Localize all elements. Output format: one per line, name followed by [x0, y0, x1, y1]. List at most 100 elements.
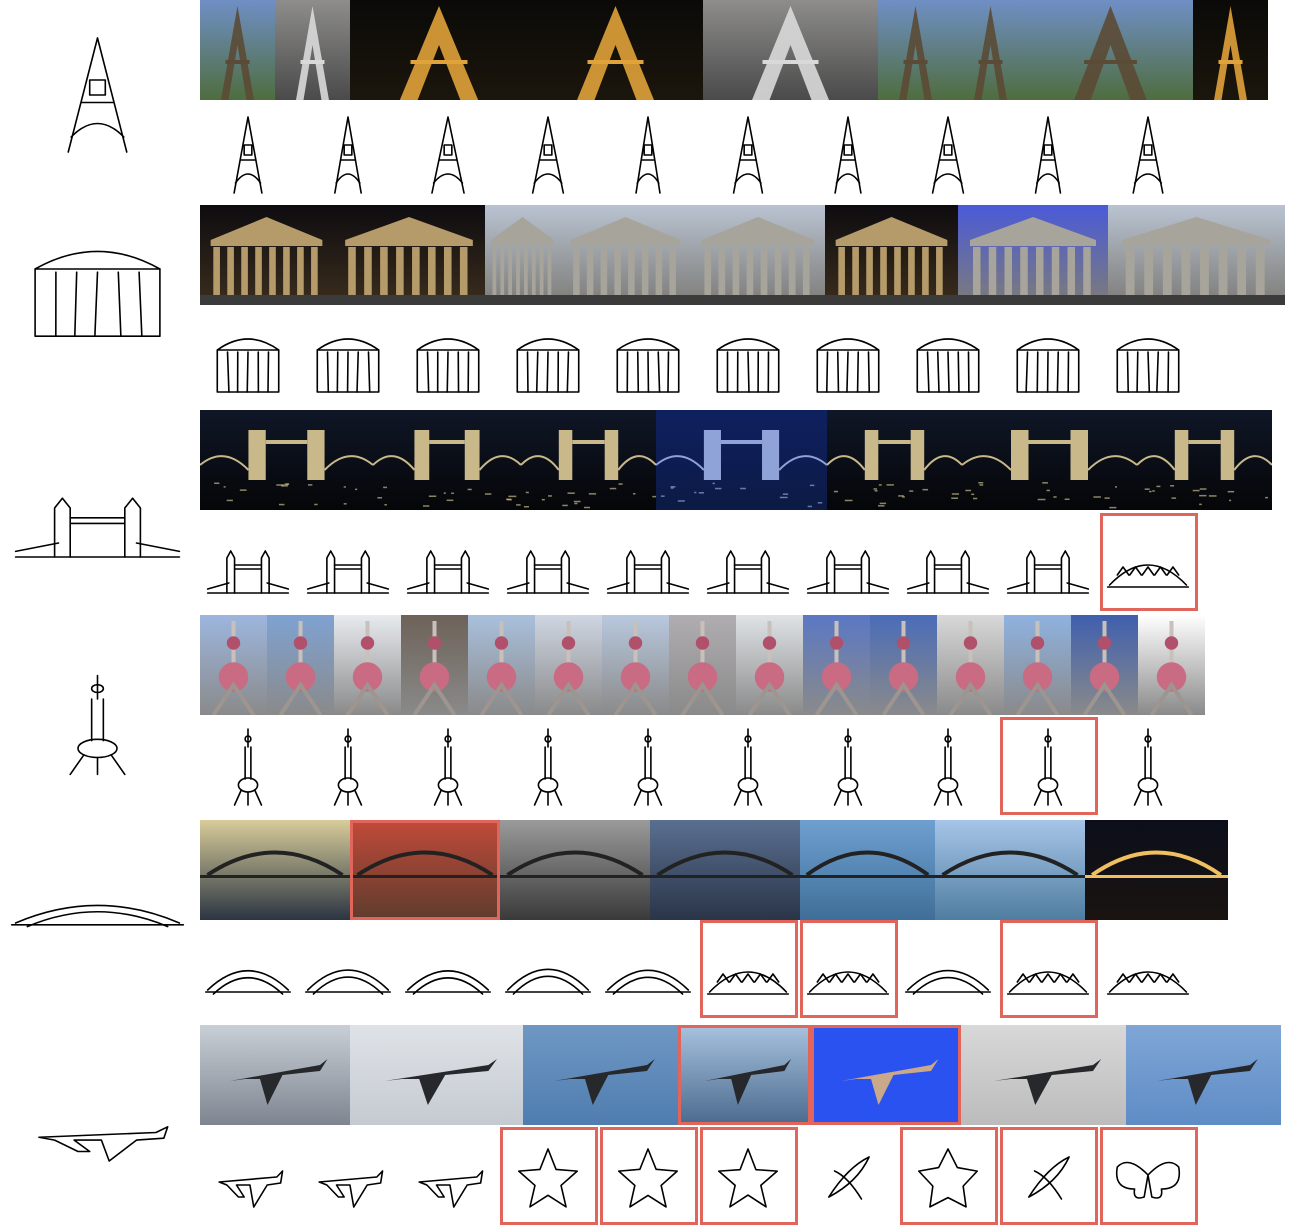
result-photo[interactable] [275, 0, 350, 100]
result-sketch[interactable] [900, 1127, 996, 1227]
result-photo[interactable] [350, 0, 528, 100]
result-photo[interactable] [401, 615, 468, 715]
result-sketch[interactable] [200, 513, 296, 613]
result-photo[interactable] [962, 410, 1137, 510]
result-photo[interactable] [650, 820, 800, 920]
result-photo[interactable] [1071, 615, 1138, 715]
result-sketch[interactable] [1000, 920, 1096, 1020]
result-photo[interactable] [736, 615, 803, 715]
result-sketch[interactable] [200, 1127, 296, 1227]
result-sketch[interactable] [300, 105, 396, 205]
result-photo[interactable] [200, 410, 373, 510]
result-sketch[interactable] [1100, 513, 1196, 613]
result-photo[interactable] [485, 205, 560, 305]
result-sketch[interactable] [600, 717, 696, 817]
result-sketch[interactable] [700, 105, 796, 205]
result-photo[interactable] [350, 820, 500, 920]
result-sketch[interactable] [1100, 920, 1196, 1020]
result-sketch[interactable] [400, 310, 496, 410]
result-sketch[interactable] [700, 310, 796, 410]
result-sketch[interactable] [1000, 1127, 1096, 1227]
result-sketch[interactable] [500, 513, 596, 613]
result-sketch[interactable] [500, 920, 596, 1020]
result-photo[interactable] [935, 820, 1085, 920]
result-sketch[interactable] [1100, 1127, 1196, 1227]
result-photo[interactable] [333, 205, 485, 305]
result-sketch[interactable] [600, 513, 696, 613]
result-photo[interactable] [468, 615, 535, 715]
result-photo[interactable] [373, 410, 521, 510]
result-photo[interactable] [878, 0, 953, 100]
result-photo[interactable] [1193, 0, 1268, 100]
result-sketch[interactable] [400, 717, 496, 817]
result-sketch[interactable] [400, 1127, 496, 1227]
result-photo[interactable] [1138, 615, 1205, 715]
result-photo[interactable] [267, 615, 334, 715]
result-sketch[interactable] [800, 105, 896, 205]
result-sketch[interactable] [300, 717, 396, 817]
result-photo[interactable] [678, 1025, 811, 1125]
result-photo[interactable] [200, 1025, 350, 1125]
result-photo[interactable] [937, 615, 1004, 715]
result-sketch[interactable] [700, 717, 796, 817]
result-photo[interactable] [350, 1025, 523, 1125]
result-sketch[interactable] [200, 310, 296, 410]
result-sketch[interactable] [900, 105, 996, 205]
result-photo[interactable] [523, 1025, 678, 1125]
result-sketch[interactable] [400, 513, 496, 613]
result-photo[interactable] [703, 0, 878, 100]
result-sketch[interactable] [500, 1127, 596, 1227]
result-sketch[interactable] [700, 920, 796, 1020]
result-photo[interactable] [691, 205, 825, 305]
result-photo[interactable] [1004, 615, 1071, 715]
result-sketch[interactable] [700, 1127, 796, 1227]
result-photo[interactable] [200, 615, 267, 715]
result-photo[interactable] [669, 615, 736, 715]
result-sketch[interactable] [400, 105, 496, 205]
result-photo[interactable] [827, 410, 962, 510]
result-photo[interactable] [958, 205, 1108, 305]
result-photo[interactable] [1028, 0, 1193, 100]
result-photo[interactable] [334, 615, 401, 715]
result-photo[interactable] [500, 820, 650, 920]
result-sketch[interactable] [600, 310, 696, 410]
result-photo[interactable] [1085, 820, 1228, 920]
result-sketch[interactable] [900, 717, 996, 817]
result-photo[interactable] [602, 615, 669, 715]
result-sketch[interactable] [500, 310, 596, 410]
result-sketch[interactable] [600, 1127, 696, 1227]
result-photo[interactable] [811, 1025, 961, 1125]
result-photo[interactable] [200, 820, 350, 920]
result-sketch[interactable] [300, 310, 396, 410]
result-photo[interactable] [200, 205, 333, 305]
result-sketch[interactable] [900, 513, 996, 613]
result-photo[interactable] [656, 410, 827, 510]
result-photo[interactable] [825, 205, 958, 305]
result-photo[interactable] [1137, 410, 1272, 510]
result-sketch[interactable] [900, 920, 996, 1020]
result-sketch[interactable] [1100, 717, 1196, 817]
result-photo[interactable] [800, 820, 935, 920]
result-sketch[interactable] [400, 920, 496, 1020]
result-sketch[interactable] [800, 513, 896, 613]
result-sketch[interactable] [1000, 310, 1096, 410]
result-sketch[interactable] [800, 920, 896, 1020]
result-photo[interactable] [560, 205, 691, 305]
result-sketch[interactable] [800, 310, 896, 410]
result-sketch[interactable] [1100, 310, 1196, 410]
result-sketch[interactable] [1000, 105, 1096, 205]
result-photo[interactable] [535, 615, 602, 715]
result-sketch[interactable] [800, 1127, 896, 1227]
result-sketch[interactable] [300, 920, 396, 1020]
result-photo[interactable] [1108, 205, 1285, 305]
result-sketch[interactable] [300, 513, 396, 613]
result-sketch[interactable] [1000, 513, 1096, 613]
result-sketch[interactable] [200, 717, 296, 817]
result-sketch[interactable] [700, 513, 796, 613]
result-sketch[interactable] [200, 105, 296, 205]
result-sketch[interactable] [800, 717, 896, 817]
result-photo[interactable] [1126, 1025, 1281, 1125]
result-photo[interactable] [528, 0, 703, 100]
result-photo[interactable] [803, 615, 870, 715]
result-sketch[interactable] [600, 920, 696, 1020]
